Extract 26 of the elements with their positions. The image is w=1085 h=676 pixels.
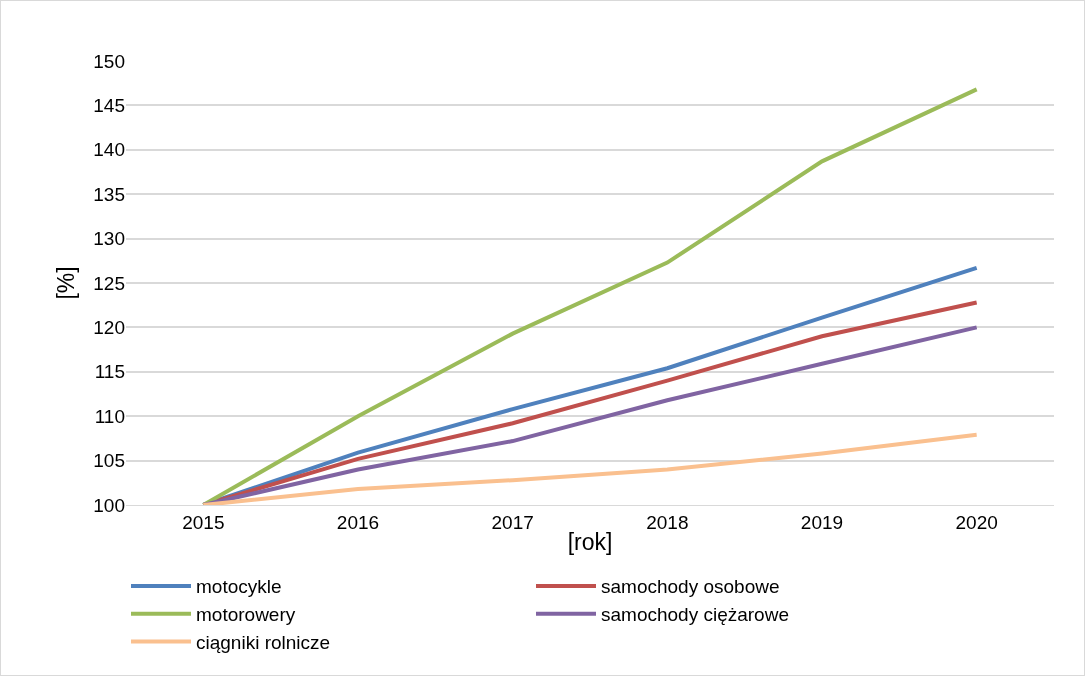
- x-axis-title: [rok]: [567, 529, 613, 556]
- x-tick-label: 2016: [336, 511, 380, 533]
- y-tick-label: 145: [93, 95, 125, 117]
- y-tick-label: 120: [93, 317, 125, 339]
- legend-label: motorowery: [196, 604, 296, 626]
- y-tick-label: 135: [93, 183, 125, 205]
- y-axis-title: [%]: [52, 266, 79, 300]
- line-series: [201, 87, 979, 505]
- legend-label: motocykle: [196, 576, 282, 598]
- y-tick-label: 105: [93, 450, 125, 472]
- legend-label: ciągniki rolnicze: [196, 631, 331, 653]
- x-tick-label: 2019: [800, 511, 844, 533]
- x-tick-label: 2018: [646, 511, 689, 533]
- y-tick-label: 130: [93, 228, 125, 250]
- legend-label: samochody ciężarowe: [601, 604, 789, 626]
- x-tick-label: 2020: [955, 511, 998, 533]
- y-tick-label: 115: [94, 361, 125, 383]
- y-tick-label: 125: [93, 272, 125, 294]
- y-tick-label: 110: [94, 405, 125, 427]
- y-tick-label: 150: [93, 50, 125, 72]
- x-tick-label: 2015: [182, 511, 225, 533]
- y-tick-label: 140: [93, 139, 125, 161]
- y-tick-label: 100: [93, 494, 125, 516]
- line-series: [201, 432, 979, 505]
- x-tick-label: 2017: [491, 511, 534, 533]
- legend-label: samochody osobowe: [601, 576, 780, 598]
